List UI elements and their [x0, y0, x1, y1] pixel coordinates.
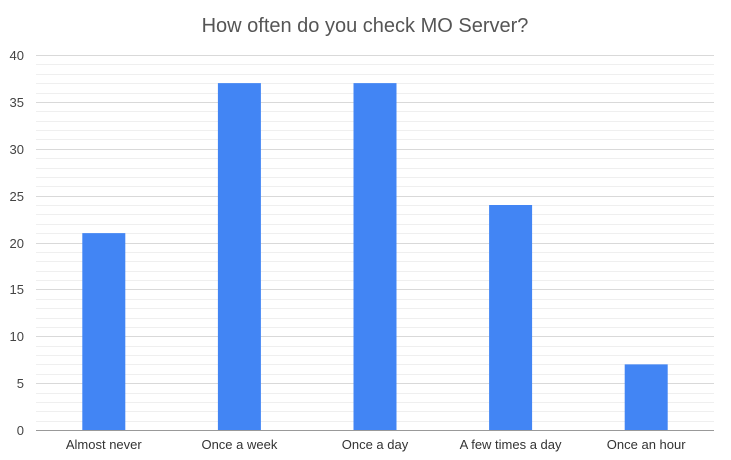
y-axis: 0 5 10 15 20 25 30 35 40: [10, 48, 714, 438]
y-tick-label: 40: [10, 48, 24, 63]
bar: [82, 233, 126, 430]
x-tick-label: A few times a day: [460, 437, 562, 452]
bar: [624, 364, 668, 430]
y-tick-label: 30: [10, 142, 24, 157]
y-tick-label: 25: [10, 189, 24, 204]
bar: [353, 83, 397, 430]
x-axis: Almost never Once a week Once a day A few t…: [66, 437, 686, 452]
bars: [82, 83, 668, 430]
y-tick-label: 10: [10, 329, 24, 344]
chart-title: How often do you check MO Server?: [202, 15, 529, 37]
x-tick-label: Almost never: [66, 437, 143, 452]
x-tick-label: Once a week: [201, 437, 277, 452]
y-tick-label: 35: [10, 95, 24, 110]
y-tick-label: 20: [10, 236, 24, 251]
bar: [217, 83, 261, 430]
x-tick-label: Once an hour: [607, 437, 686, 452]
y-tick-label: 15: [10, 282, 24, 297]
bar: [489, 205, 533, 430]
x-tick-label: Once a day: [342, 437, 409, 452]
y-tick-label: 5: [17, 376, 24, 391]
y-tick-label: 0: [17, 423, 24, 438]
